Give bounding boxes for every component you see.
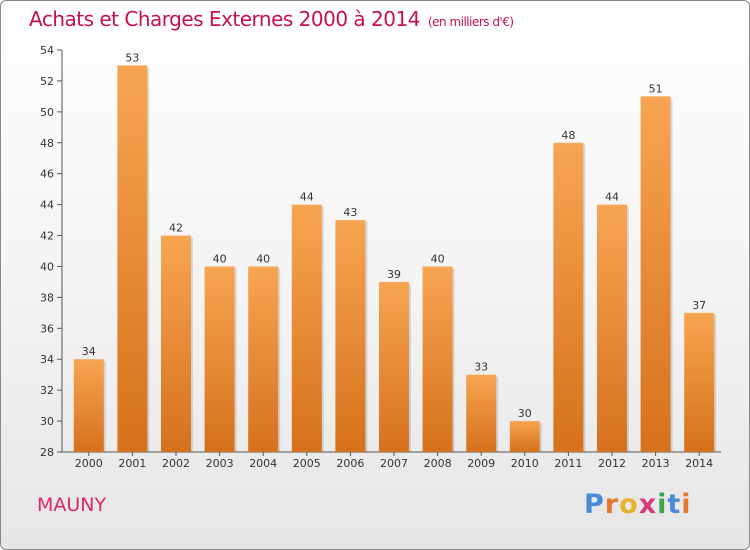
x-tick-label: 2014 [685,457,713,470]
bar [684,312,715,452]
logo-letter: x [638,489,658,520]
y-tick-label: 42 [40,230,54,243]
x-tick-label: 2004 [249,457,277,470]
bar [248,266,279,452]
x-tick-label: 2011 [554,457,582,470]
bar [509,421,540,452]
x-tick-label: 2010 [511,457,539,470]
x-tick-label: 2013 [642,457,670,470]
bar [597,204,627,452]
logo-letter: r [604,489,620,520]
data-label: 51 [649,82,663,95]
bar [466,374,497,452]
data-label: 44 [605,191,619,204]
data-label: 43 [343,206,357,219]
x-tick-label: 2012 [598,457,626,470]
logo-letter: t [667,489,682,520]
proxiti-logo[interactable]: Proxiti [584,489,692,520]
y-tick-label: 32 [40,384,54,397]
data-label: 39 [387,268,401,281]
y-tick-label: 48 [40,137,54,150]
logo-letter: i [657,489,668,520]
y-tick-label: 52 [40,75,54,88]
x-tick-label: 2007 [380,457,408,470]
y-tick-label: 46 [40,168,54,181]
y-tick-label: 44 [40,199,54,212]
bar [553,142,584,452]
data-label: 37 [692,299,706,312]
bar [291,204,322,452]
bar [204,266,235,452]
data-label: 40 [256,252,270,265]
y-tick-label: 38 [40,291,54,304]
data-label: 53 [125,51,139,64]
data-label: 42 [169,222,183,235]
data-labels: 34 53 42 40 40 44 43 39 40 33 30 48 44 51 37 [82,51,706,420]
bar [379,281,409,452]
bar [73,359,104,452]
y-tick-label: 28 [40,446,54,459]
chart-title-text: Achats et Charges Externes 2000 à 2014 [29,7,420,31]
chart-subtitle: (en milliers d'€) [427,15,514,29]
chart-title: Achats et Charges Externes 2000 à 2014 (e… [29,7,514,31]
data-label: 40 [213,252,227,265]
data-label: 34 [82,345,96,358]
x-tick-label: 2003 [206,457,234,470]
x-tick-label: 2000 [75,457,103,470]
bar [335,220,366,452]
data-label: 48 [561,129,575,142]
x-tick-label: 2001 [118,457,146,470]
logo-letter: o [619,489,639,520]
y-tick-label: 30 [40,415,54,428]
data-label: 30 [518,407,532,420]
bar [161,235,191,452]
x-tick-label: 2009 [467,457,495,470]
data-label: 44 [300,191,314,204]
axes: 28 30 32 34 36 38 40 42 44 46 48 50 52 54 2000 2001 2002… [40,44,721,470]
logo-letter: P [584,489,605,520]
data-label: 40 [431,252,445,265]
bar [117,65,148,452]
bar [422,266,453,452]
x-tick-label: 2005 [293,457,321,470]
commune-name: MAUNY [37,494,107,516]
y-tick-label: 54 [40,44,54,57]
y-tick-label: 34 [40,353,54,366]
x-tick-label: 2006 [336,457,364,470]
logo-letter: i [681,489,692,520]
y-tick-label: 50 [40,106,54,119]
bars [73,65,717,452]
data-label: 33 [474,361,488,374]
y-tick-label: 40 [40,260,54,273]
x-tick-label: 2008 [424,457,452,470]
x-tick-label: 2002 [162,457,190,470]
y-tick-label: 36 [40,322,54,335]
bar [640,96,671,452]
